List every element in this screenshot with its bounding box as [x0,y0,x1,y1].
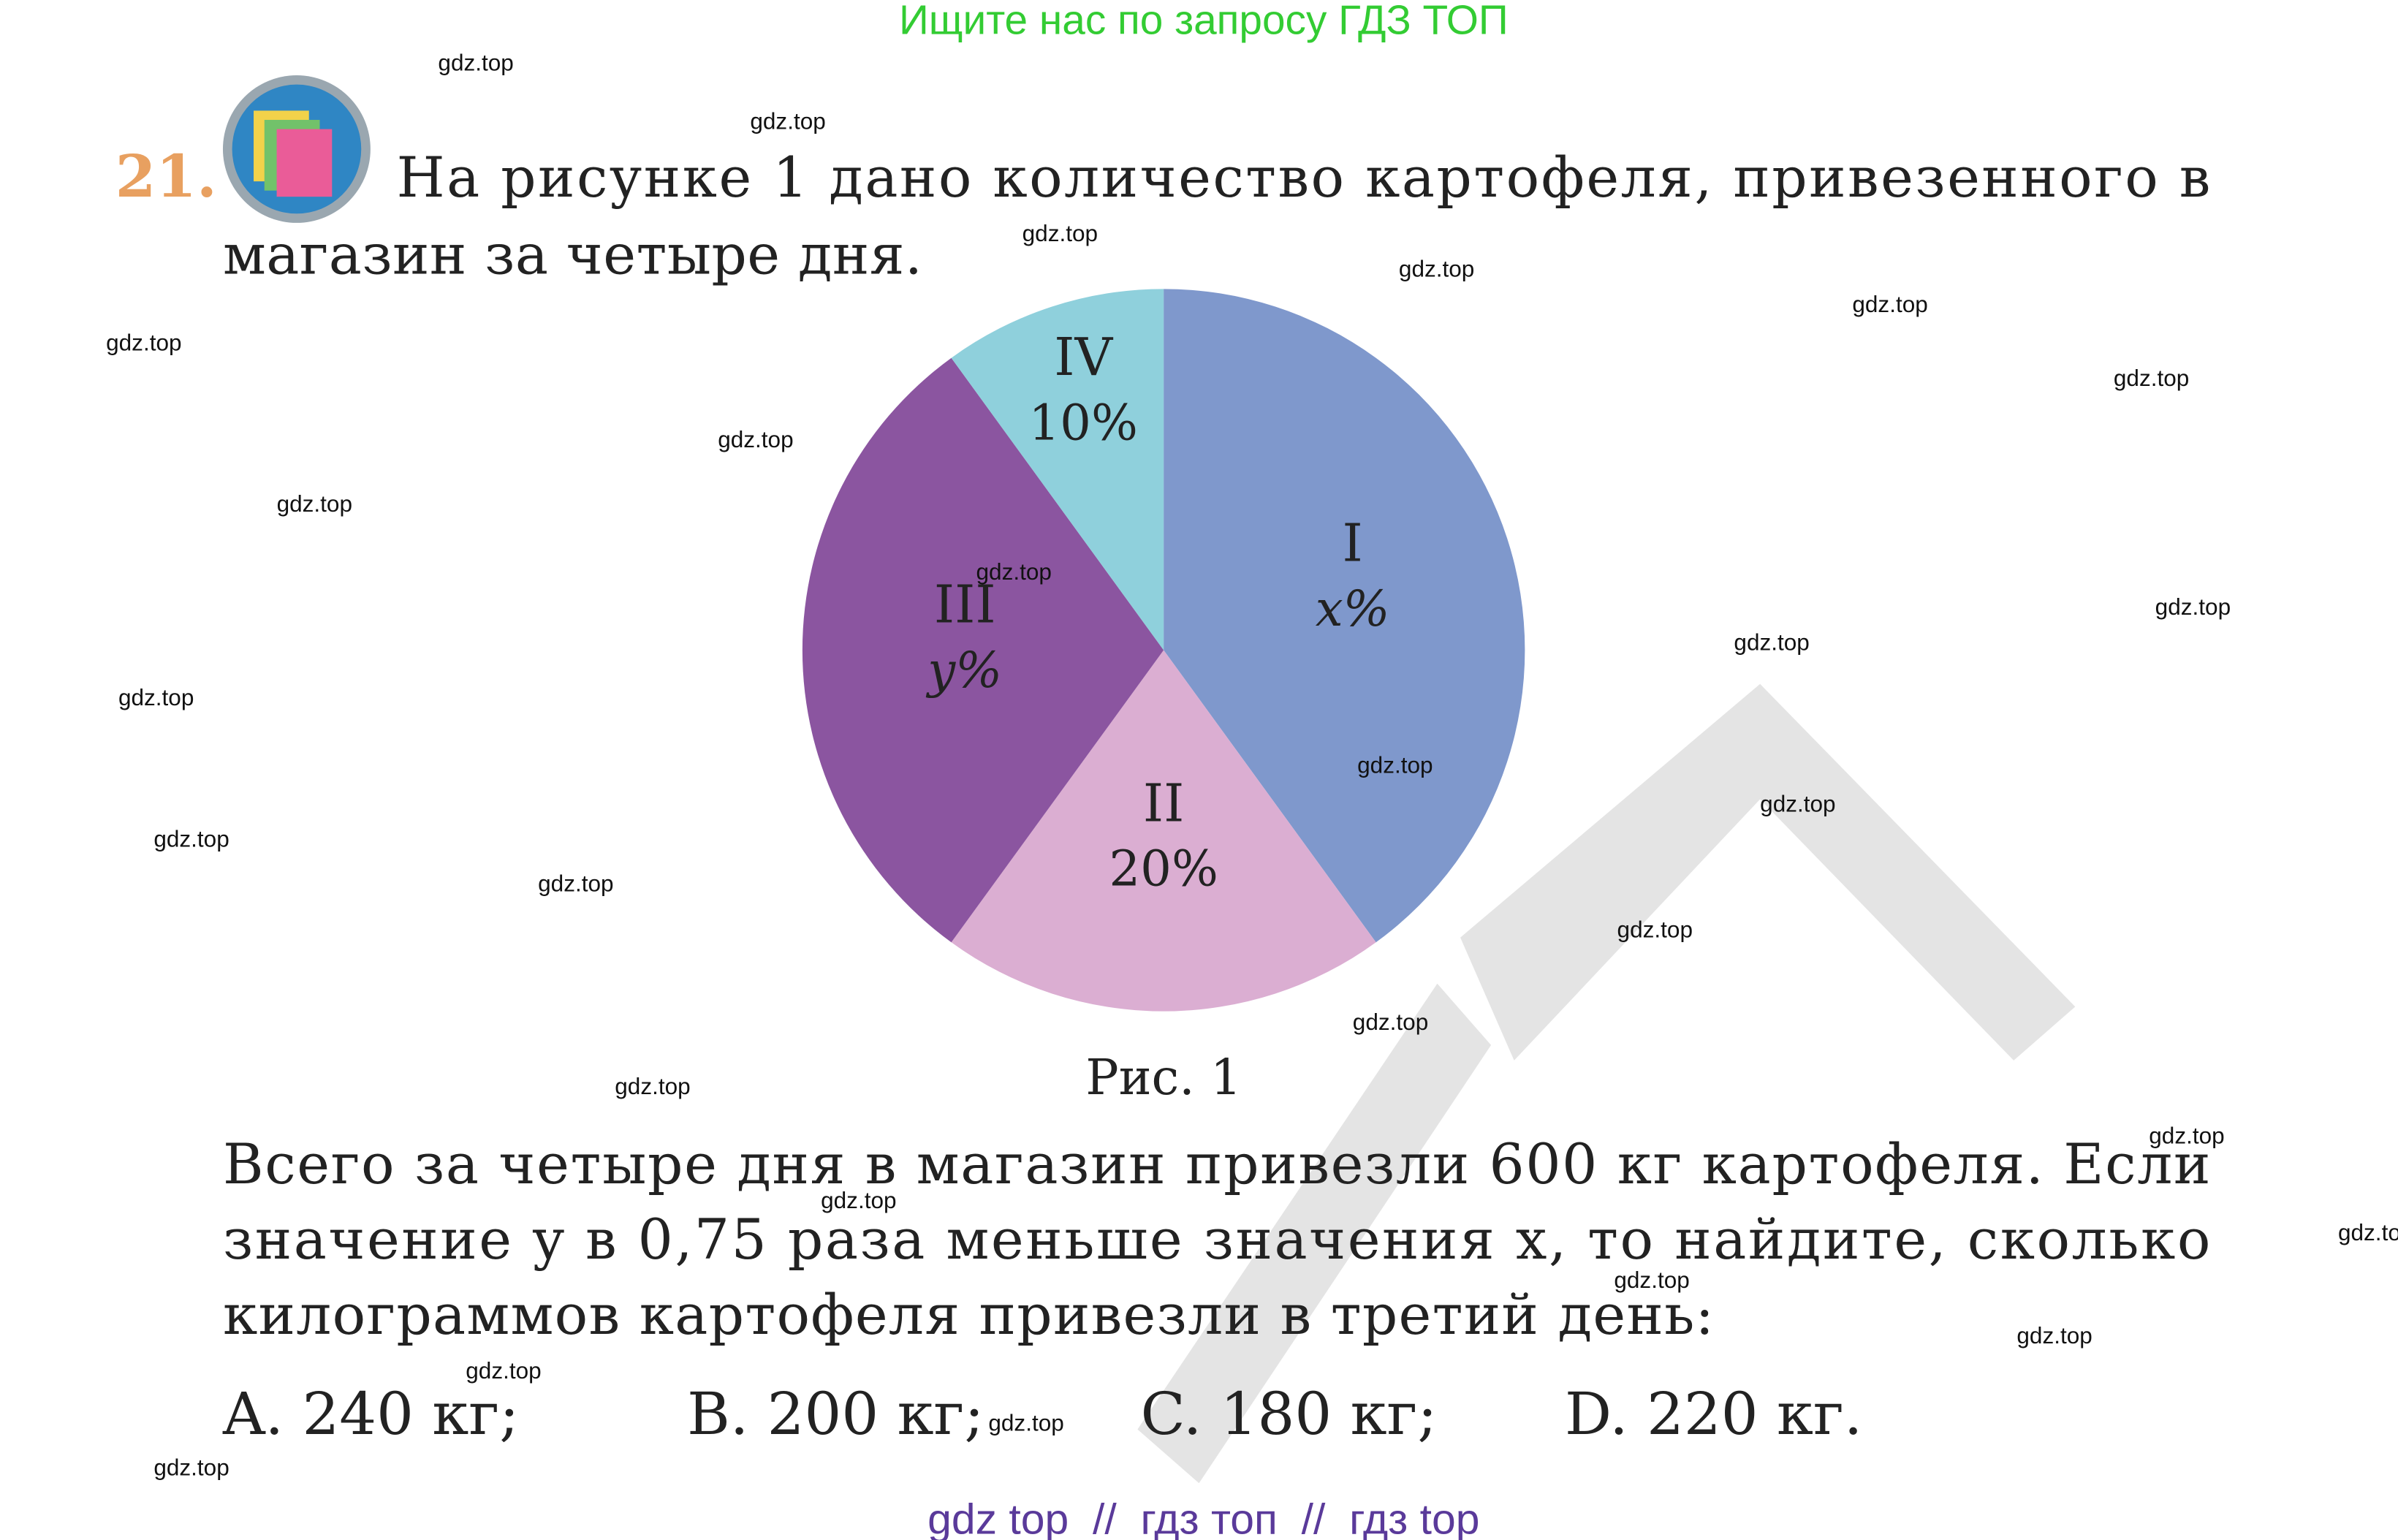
pie-slice [1164,289,1525,943]
watermark: gdz.top [153,826,229,852]
watermark: gdz.top [615,1073,690,1099]
watermark: gdz.top [821,1187,896,1213]
watermark: gdz.top [718,426,793,452]
watermark: gdz.top [153,1454,229,1481]
watermark: gdz.top [2149,1122,2224,1148]
watermark: gdz.top [1852,291,1927,317]
problem-text: магазин за четыре дня. [223,222,922,287]
watermark: gdz.top [118,684,194,710]
figure-caption: Рис. 1 [1085,1049,1241,1106]
slice-text: 10% [1028,395,1138,452]
answer-option: B. 200 кг; [687,1380,984,1448]
watermark: gdz.top [1022,220,1098,246]
watermark: gdz.top [2114,365,2189,391]
slice-label: I [1343,513,1363,574]
icon [222,75,371,223]
answer-option: A. 240 кг; [222,1380,519,1448]
watermark: gdz.top [976,558,1052,585]
question-text: килограммов картофеля привезли в третий … [223,1283,1714,1347]
watermark: gdz.top [2338,1219,2398,1245]
watermark: gdz.top [1614,1267,1689,1293]
slice-text: y% [925,642,1002,699]
watermark: gdz.top [750,108,825,134]
pie-slice [951,650,1376,1012]
watermark: gdz.top [1353,1009,1428,1035]
watermark: gdz.top [2016,1322,2092,1349]
watermark: gdz.top [538,870,613,897]
watermark: gdz.top [988,1410,1063,1436]
slice-text: x% [1316,580,1390,637]
watermark: gdz.top [1357,752,1433,778]
slice-label: IV [1054,327,1113,387]
watermark: gdz.top [277,490,352,517]
answer-option: D. 220 кг. [1565,1380,1862,1448]
footer: gdz top // гдз топ // гдз top [927,1496,1479,1540]
pie-chart: Ix% II 20% III y% IV 10% [802,289,1525,1012]
pie-slice [951,289,1164,650]
watermark-shape [1137,683,2076,1484]
watermark: gdz.top [1760,790,1835,816]
problem-number: 21. [115,142,217,210]
watermark: gdz.top [466,1357,541,1384]
watermark: gdz.top [106,329,181,355]
banner: Ищите нас по запросу ГДЗ ТОП [899,0,1509,43]
pie-slice [802,357,1164,943]
question-text: Всего за четыре дня в магазин привезли 6… [223,1132,2210,1196]
question-text: значение y в 0,75 раза меньше значения x… [223,1207,2210,1272]
slice-label: II [1143,773,1185,833]
watermark: gdz.top [438,50,513,76]
slice-text: 20% [1109,841,1218,898]
watermark: gdz.top [2155,593,2231,620]
answer-option: C. 180 кг; [1141,1380,1438,1448]
problem-text: На рисунке 1 дано количество картофеля, … [397,145,2211,210]
slice-label: III [934,574,996,635]
watermark: gdz.top [1617,917,1693,943]
watermark: gdz.top [1399,256,1474,282]
watermark: gdz.top [1734,629,1809,655]
